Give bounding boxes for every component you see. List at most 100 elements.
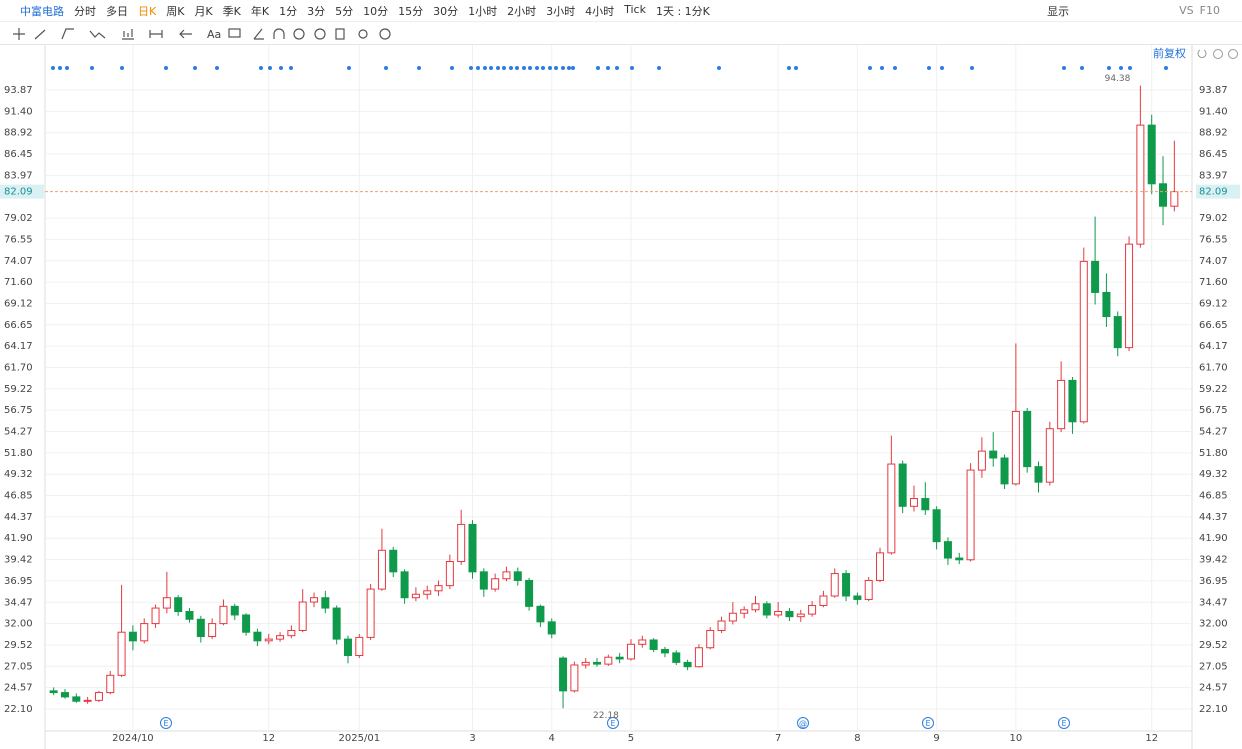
period-tab[interactable]: 30分 — [433, 4, 459, 18]
text-tool[interactable]: Aa — [207, 28, 221, 41]
period-tab[interactable]: 5分 — [335, 4, 354, 18]
period-tab[interactable]: 多日 — [106, 4, 128, 18]
event-marker — [1058, 717, 1070, 729]
wave-tool[interactable] — [89, 30, 106, 39]
settings-tool[interactable] — [379, 28, 391, 40]
news-dot — [528, 66, 532, 70]
candle-body — [694, 647, 703, 668]
candle-body — [162, 597, 171, 609]
period-tab[interactable]: 日K — [138, 4, 157, 18]
y-tick-label: 56.75 — [1199, 405, 1228, 416]
y-tick-label: 69.12 — [4, 298, 33, 309]
period-tab[interactable]: 1天 : 1分K — [655, 4, 710, 18]
news-dot — [548, 66, 552, 70]
news-dot — [120, 66, 124, 70]
y-tick-label: 76.55 — [4, 234, 33, 245]
period-list: 分时 多日 日K 周K 月K 季K 年K 1分 3分 5分 10分 15分 30分 1小时 2小时 3小时 4小… — [64, 3, 710, 19]
move-tool[interactable] — [13, 28, 25, 40]
y-tick-label: 71.60 — [4, 277, 33, 288]
symbol[interactable]: 中富电路 — [20, 4, 64, 18]
y-tick-label: 83.97 — [1199, 170, 1228, 181]
f10-button[interactable]: F10 — [1199, 4, 1220, 17]
period-tab[interactable]: 10分 — [363, 4, 389, 18]
candle-body — [1147, 124, 1156, 185]
period-tab[interactable]: 分时 — [74, 4, 96, 18]
x-tick-label: 5 — [628, 733, 634, 744]
y-tick-label: 66.65 — [1199, 320, 1228, 331]
channel-tool[interactable] — [61, 28, 74, 40]
news-dot — [880, 66, 884, 70]
current-price-box — [1196, 184, 1240, 199]
candle-body — [943, 541, 952, 559]
period-tab[interactable]: Tick — [624, 2, 646, 16]
y-tick-label: 83.97 — [4, 170, 33, 181]
period-tab[interactable]: 1分 — [279, 4, 298, 18]
candle-body — [864, 579, 873, 600]
y-tick-label: 44.37 — [1199, 512, 1228, 523]
x-tick-label: 2024/10 — [112, 733, 154, 744]
y-tick-label: 74.07 — [4, 256, 33, 267]
candle-body — [570, 664, 579, 692]
candle-body — [525, 579, 534, 607]
x-tick-label: 7 — [775, 733, 781, 744]
zoom-in-icon[interactable] — [1228, 49, 1238, 59]
news-dot — [630, 66, 634, 70]
news-dot — [1080, 66, 1084, 70]
candle-body — [989, 450, 998, 459]
y-tick-label: 49.32 — [4, 469, 33, 480]
x-tick-label: 12 — [262, 733, 275, 744]
lock-tool[interactable] — [293, 28, 305, 40]
candle-body — [898, 463, 907, 507]
period-tab[interactable]: 2小时 — [507, 4, 537, 18]
note-tool[interactable] — [228, 28, 241, 38]
adjust-button[interactable]: 前复权 — [1153, 46, 1186, 60]
period-tab[interactable]: 年K — [250, 4, 270, 18]
period-tab[interactable]: 1小时 — [468, 4, 498, 18]
news-dot — [65, 66, 69, 70]
x-tick-label: 2025/01 — [339, 733, 381, 744]
y-tick-label: 64.17 — [4, 341, 33, 352]
news-dot — [489, 66, 493, 70]
y-tick-label: 71.60 — [1199, 277, 1228, 288]
news-dot — [476, 66, 480, 70]
candle-body — [547, 621, 556, 635]
period-tab[interactable]: 4小时 — [585, 4, 615, 18]
period-tab[interactable]: 3分 — [307, 4, 326, 18]
current-price-box — [0, 184, 44, 199]
display-button[interactable]: 显示 — [1047, 4, 1070, 18]
link-tool[interactable] — [358, 29, 368, 39]
candle-body — [49, 690, 58, 694]
news-dot — [289, 66, 293, 70]
period-tab[interactable]: 月K — [194, 4, 213, 18]
angle-tool[interactable] — [253, 28, 264, 40]
news-dot — [58, 66, 62, 70]
candle-body — [830, 573, 839, 597]
news-dot — [522, 66, 526, 70]
candle-body — [808, 604, 817, 615]
hide-tool[interactable] — [314, 28, 326, 40]
candle-body — [819, 595, 828, 606]
period-tab[interactable]: 15分 — [398, 4, 424, 18]
zoom-out-icon[interactable] — [1213, 49, 1223, 59]
measure-tool[interactable] — [122, 29, 134, 40]
period-tab[interactable]: 季K — [222, 4, 241, 18]
delete-tool[interactable] — [335, 28, 345, 40]
vs-button[interactable]: VS — [1179, 4, 1194, 17]
magnet-tool[interactable] — [273, 28, 285, 39]
candle-body — [1113, 316, 1122, 349]
period-tab[interactable]: 周K — [166, 4, 185, 18]
candle-body — [751, 603, 760, 611]
period-tab[interactable]: 3小时 — [546, 4, 576, 18]
range-tool[interactable] — [149, 30, 163, 38]
reset-icon[interactable] — [1197, 49, 1207, 58]
candle-body — [94, 692, 103, 701]
news-dot — [90, 66, 94, 70]
candle-body — [909, 498, 918, 507]
chart: 前复权 22.10 22.10 24.57 24.57 27.05 27.05 29.52 2… — [0, 45, 1240, 749]
candle-body — [604, 656, 613, 665]
candle-body — [615, 656, 624, 660]
arrow-tool[interactable] — [179, 29, 192, 39]
event-marker — [797, 717, 809, 729]
news-dot — [606, 66, 610, 70]
line-tool[interactable] — [34, 29, 46, 40]
